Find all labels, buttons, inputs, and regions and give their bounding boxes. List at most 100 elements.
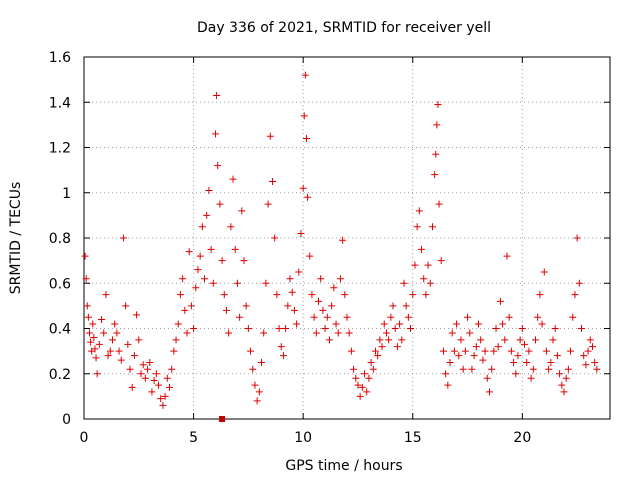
data-point bbox=[569, 313, 577, 321]
data-point bbox=[297, 229, 305, 237]
data-point bbox=[141, 374, 149, 382]
data-point bbox=[490, 347, 498, 355]
data-point bbox=[588, 343, 596, 351]
data-point bbox=[249, 365, 257, 373]
x-tick-label: 20 bbox=[513, 430, 531, 446]
data-point bbox=[527, 374, 535, 382]
data-point bbox=[255, 388, 263, 396]
y-tick-label: 1.4 bbox=[49, 95, 71, 111]
data-point bbox=[531, 336, 539, 344]
data-point bbox=[302, 134, 310, 142]
data-point bbox=[90, 334, 98, 342]
data-point bbox=[501, 336, 509, 344]
data-point bbox=[306, 252, 314, 260]
data-point bbox=[505, 313, 513, 321]
data-point bbox=[214, 162, 222, 170]
data-point bbox=[409, 291, 417, 299]
data-point bbox=[238, 207, 246, 215]
data-point bbox=[117, 356, 125, 364]
data-point bbox=[83, 302, 91, 310]
data-point bbox=[275, 325, 283, 332]
data-point bbox=[402, 302, 410, 310]
data-point bbox=[376, 336, 384, 344]
data-point bbox=[81, 252, 89, 260]
data-point bbox=[418, 245, 426, 253]
data-point bbox=[481, 347, 489, 355]
data-point bbox=[380, 320, 388, 328]
data-point bbox=[300, 112, 308, 120]
data-point bbox=[139, 361, 147, 369]
data-point bbox=[439, 347, 447, 355]
data-point bbox=[84, 313, 92, 321]
x-tick-label: 0 bbox=[80, 430, 89, 446]
data-point bbox=[308, 291, 316, 299]
data-point bbox=[271, 234, 279, 242]
data-point bbox=[432, 150, 440, 158]
data-point bbox=[424, 261, 432, 269]
data-point bbox=[586, 336, 594, 344]
data-point bbox=[464, 313, 472, 321]
data-point bbox=[448, 329, 456, 337]
data-point bbox=[104, 352, 112, 360]
y-tick-label: 0.6 bbox=[49, 276, 71, 292]
data-point bbox=[251, 381, 259, 389]
data-point bbox=[288, 288, 296, 296]
data-point bbox=[538, 320, 546, 328]
data-point bbox=[551, 325, 559, 332]
data-point bbox=[82, 275, 90, 283]
data-point bbox=[174, 320, 182, 328]
data-point bbox=[89, 320, 97, 328]
data-point bbox=[434, 101, 442, 109]
y-axis-title: SRMTID / TECUs bbox=[8, 182, 24, 295]
data-point bbox=[382, 329, 390, 337]
data-point bbox=[516, 336, 524, 344]
data-point bbox=[187, 302, 195, 310]
data-point bbox=[192, 284, 200, 292]
data-point bbox=[212, 130, 219, 138]
data-point bbox=[93, 370, 101, 378]
grid bbox=[84, 57, 610, 419]
data-point bbox=[553, 352, 561, 360]
data-point bbox=[98, 315, 106, 323]
data-point bbox=[385, 336, 393, 344]
data-point bbox=[389, 302, 397, 310]
data-point bbox=[328, 302, 336, 310]
data-point bbox=[479, 356, 487, 364]
data-point bbox=[411, 261, 419, 269]
data-point bbox=[540, 268, 548, 276]
data-point bbox=[247, 347, 255, 355]
data-point bbox=[450, 347, 458, 355]
data-point bbox=[229, 175, 237, 183]
data-point bbox=[332, 320, 340, 328]
data-point bbox=[371, 347, 379, 355]
data-point bbox=[213, 91, 221, 99]
data-point bbox=[124, 340, 132, 348]
data-point bbox=[144, 365, 152, 373]
data-point bbox=[148, 388, 156, 396]
data-point bbox=[201, 275, 209, 283]
data-point bbox=[190, 325, 198, 332]
data-point bbox=[159, 401, 167, 409]
data-point bbox=[361, 370, 369, 378]
data-point bbox=[593, 365, 601, 373]
data-point bbox=[341, 291, 349, 299]
x-tick-label: 5 bbox=[189, 430, 198, 446]
data-point bbox=[203, 211, 211, 219]
data-point bbox=[119, 234, 127, 242]
data-point bbox=[130, 352, 138, 360]
data-point bbox=[301, 71, 309, 79]
data-point bbox=[222, 306, 230, 314]
data-point bbox=[468, 365, 476, 373]
data-point bbox=[150, 377, 158, 385]
data-point bbox=[236, 313, 244, 321]
x-tick-label: 15 bbox=[404, 430, 422, 446]
data-point bbox=[591, 358, 599, 366]
data-point bbox=[575, 279, 583, 287]
data-point bbox=[330, 284, 338, 292]
data-point bbox=[304, 193, 312, 201]
data-point bbox=[562, 374, 570, 382]
data-point bbox=[470, 352, 478, 360]
data-point bbox=[529, 365, 537, 373]
y-tick-label: 0.2 bbox=[49, 367, 71, 383]
